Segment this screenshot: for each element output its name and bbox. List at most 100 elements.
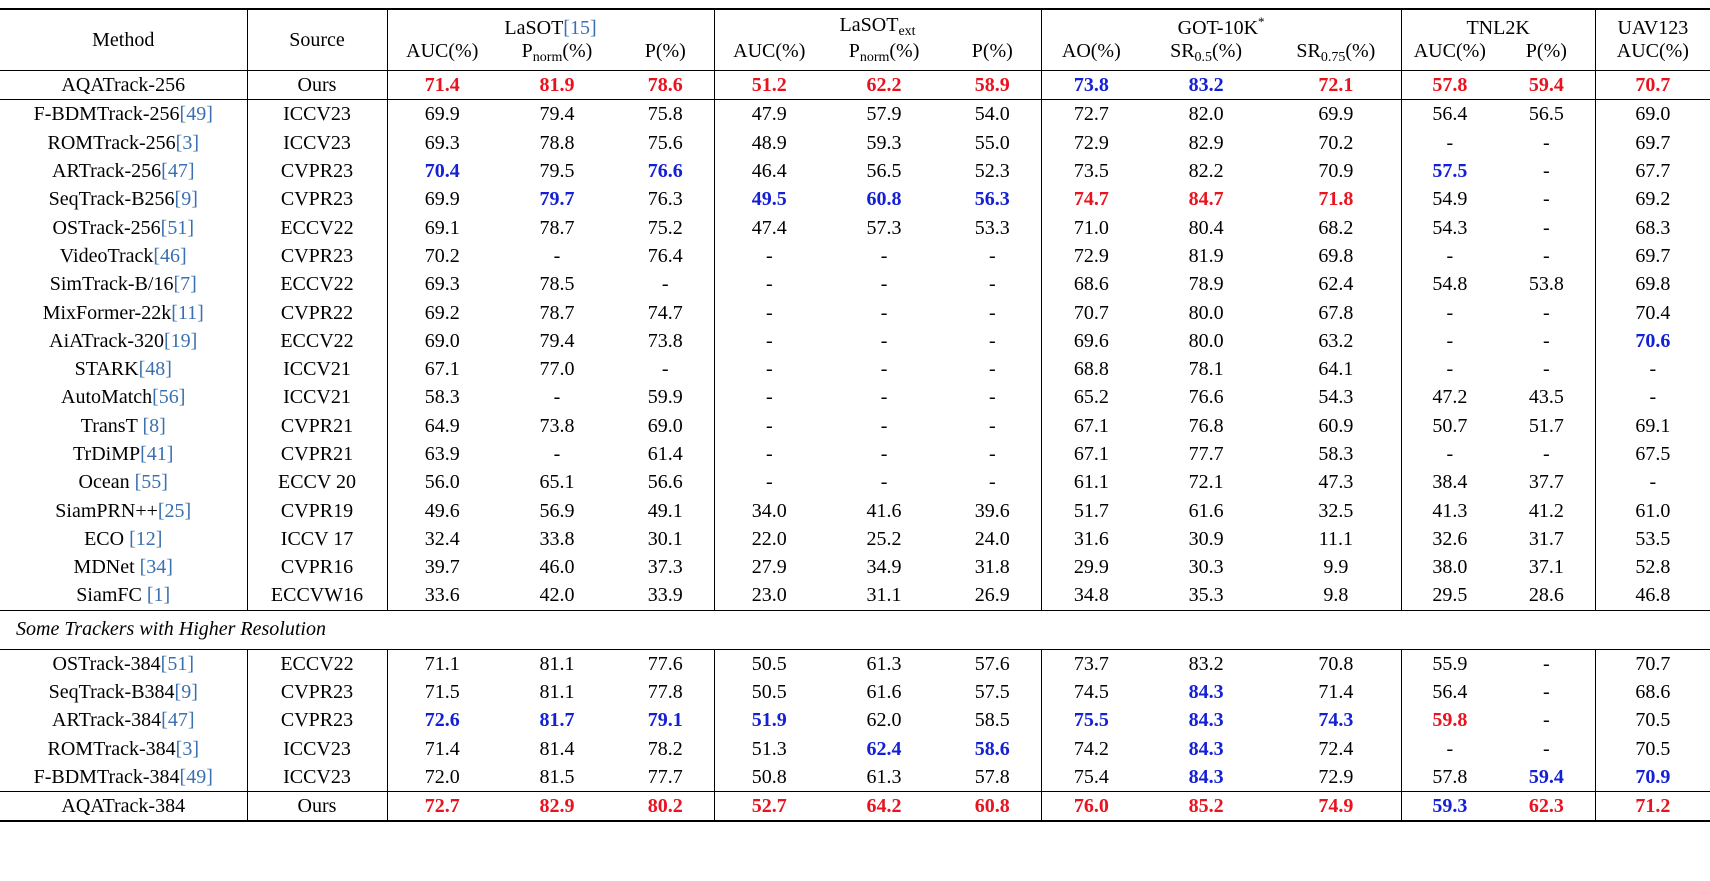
value-cell: 64.9	[424, 414, 460, 437]
value-cell: 62.4	[866, 737, 902, 760]
value-cell: 47.3	[1271, 468, 1402, 497]
value-cell: 41.2	[1498, 496, 1596, 525]
value-cell: 57.8	[1401, 69, 1499, 100]
method-cell: SiamFC [1]	[0, 581, 248, 611]
value-cell: 55.9	[1401, 648, 1499, 678]
value-cell: 82.9	[1188, 131, 1224, 154]
value-cell: 49.5	[751, 188, 787, 211]
value-cell: 31.8	[944, 553, 1042, 582]
value-cell: -	[765, 414, 773, 437]
metric-header: SR0.5(%)	[1170, 40, 1243, 65]
value-cell: -	[1649, 358, 1657, 381]
source-cell: CVPR21	[247, 439, 388, 469]
value-cell: 68.6	[1635, 681, 1671, 704]
value-cell: -	[1498, 648, 1596, 678]
value-cell: 75.5	[1073, 709, 1109, 732]
value-cell: 68.3	[1635, 216, 1671, 239]
value-cell: 69.9	[1271, 99, 1402, 129]
value-cell: 80.0	[1188, 329, 1224, 352]
table-row: AQATrack-256 Ours 71.4 81.9 78.6 51.2 62.2 58.9…	[0, 69, 1710, 100]
value-cell: 70.9	[1635, 765, 1671, 788]
source-cell: CVPR16	[247, 553, 388, 582]
method-cell: SiamPRN++[25]	[0, 496, 248, 525]
value-cell: 73.7	[1041, 648, 1142, 678]
value-cell: 57.5	[1432, 160, 1468, 183]
method-cell: MixFormer-22k[11]	[0, 298, 248, 327]
value-cell: 37.1	[1498, 553, 1596, 582]
value-cell: -	[880, 386, 888, 409]
value-cell: 49.6	[424, 499, 460, 522]
value-cell: 67.1	[424, 358, 460, 381]
table-row: AutoMatch[56] ICCV21 58.3 - 59.9 - - - 65.2 76.6 5…	[0, 383, 1710, 412]
value-cell: 69.8	[1635, 273, 1671, 296]
table-row: MixFormer-22k[11] CVPR22 69.2 78.7 74.7 - - - 70…	[0, 298, 1710, 327]
source-cell: ICCV 17	[247, 524, 388, 554]
value-cell: 76.0	[1041, 791, 1142, 823]
value-cell: 58.6	[944, 734, 1042, 763]
value-cell: 59.4	[1498, 762, 1596, 792]
value-cell: 72.9	[1271, 762, 1402, 792]
source-cell: CVPR23	[247, 241, 388, 271]
value-cell: -	[880, 414, 888, 437]
value-cell: 81.4	[539, 737, 575, 760]
value-cell: 28.6	[1498, 581, 1596, 611]
value-cell: -	[880, 244, 888, 267]
value-cell: 78.5	[539, 273, 575, 296]
value-cell: 69.9	[387, 99, 497, 129]
value-cell: 74.7	[1073, 188, 1109, 211]
method-cell: AiATrack-320[19]	[0, 326, 248, 355]
value-cell: 32.5	[1271, 496, 1402, 525]
source-cell: ICCV21	[247, 383, 388, 412]
value-cell: 84.3	[1188, 709, 1224, 732]
value-cell: -	[1649, 386, 1657, 409]
method-cell: ARTrack-384[47]	[0, 706, 248, 735]
method-cell: ROMTrack-256[3]	[0, 128, 248, 157]
value-cell: 74.5	[1073, 681, 1109, 704]
section-row: Some Trackers with Higher Resolution	[0, 609, 1710, 650]
value-cell: -	[765, 471, 773, 494]
value-cell: 33.6	[424, 584, 460, 607]
value-cell: 47.9	[714, 99, 825, 129]
value-cell: -	[944, 468, 1042, 497]
value-cell: 80.2	[617, 791, 715, 823]
value-cell: 75.6	[617, 128, 715, 157]
value-cell: -	[765, 273, 773, 296]
metric-header: P(%)	[944, 40, 1042, 71]
value-cell: 38.0	[1432, 556, 1468, 579]
value-cell: -	[944, 298, 1042, 327]
header-group-lasot: LaSOT[15]	[387, 8, 715, 40]
value-cell: -	[1498, 185, 1596, 214]
value-cell: -	[944, 383, 1042, 412]
table-row: F-BDMTrack-384[49] ICCV23 72.0 81.5 77.7 50.8…	[0, 762, 1710, 792]
value-cell: 72.6	[424, 709, 460, 732]
value-cell: 59.8	[1432, 709, 1468, 732]
value-cell: -	[880, 471, 888, 494]
value-cell: 56.3	[944, 185, 1042, 214]
value-cell: 55.0	[944, 128, 1042, 157]
value-cell: -	[1498, 354, 1596, 384]
value-cell: 72.7	[387, 791, 497, 823]
value-cell: 50.8	[751, 765, 787, 788]
value-cell: 60.8	[866, 188, 902, 211]
section-label: Some Trackers with Higher Resolution	[0, 609, 1710, 650]
value-cell: 53.3	[944, 213, 1042, 242]
value-cell: 46.4	[751, 160, 787, 183]
value-cell: 70.7	[1595, 648, 1710, 678]
table-row: MDNet [34] CVPR16 39.7 46.0 37.3 27.9 34.9 31.8…	[0, 553, 1710, 582]
value-cell: 72.4	[1271, 734, 1402, 763]
value-cell: 54.0	[944, 99, 1042, 129]
method-cell: F-BDMTrack-384[49]	[0, 762, 248, 792]
value-cell: 72.7	[1041, 99, 1142, 129]
value-cell: 56.4	[1432, 681, 1468, 704]
metric-header: P(%)	[1498, 40, 1596, 71]
value-cell: 73.5	[1073, 160, 1109, 183]
value-cell: 75.8	[617, 99, 715, 129]
value-cell: 80.0	[1188, 301, 1224, 324]
value-cell: 69.9	[424, 188, 460, 211]
header-method: Method	[0, 8, 248, 71]
value-cell: 78.6	[617, 69, 715, 100]
value-cell: -	[1498, 156, 1596, 186]
value-cell: 69.3	[424, 273, 460, 296]
value-cell: 50.5	[751, 681, 787, 704]
value-cell: 56.6	[617, 468, 715, 497]
